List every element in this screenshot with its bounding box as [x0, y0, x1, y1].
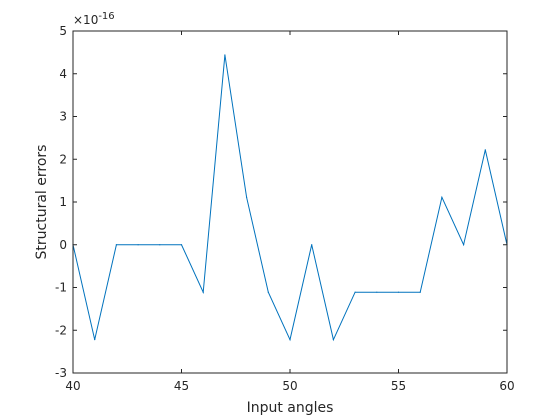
data-point [484, 149, 486, 151]
data-point [354, 291, 356, 293]
data-point [289, 339, 291, 341]
data-point [267, 291, 269, 293]
y-exponent-power: -16 [98, 11, 114, 22]
data-point [115, 244, 117, 246]
y-tick-label: 4 [59, 67, 67, 81]
data-point [202, 291, 204, 293]
y-tick-label: 5 [59, 24, 67, 38]
x-tick-label: 45 [174, 379, 189, 393]
y-tick-label: 3 [59, 110, 67, 124]
y-exponent-label: ×10-16 [73, 11, 115, 27]
y-tick-label: 2 [59, 152, 67, 166]
data-point [94, 339, 96, 341]
y-tick-label: -1 [55, 281, 67, 295]
data-point [332, 339, 334, 341]
data-point [397, 291, 400, 293]
x-axis-label: Input angles [247, 400, 334, 416]
data-point [246, 196, 248, 198]
data-point [311, 244, 313, 246]
data-point [224, 54, 226, 56]
plot-frame [72, 30, 508, 374]
plot-area [72, 54, 508, 342]
x-tick-label: 40 [65, 379, 80, 393]
data-point [463, 244, 465, 246]
data-point [137, 244, 139, 246]
data-point [419, 291, 421, 293]
x-tick-label: 50 [282, 379, 297, 393]
y-tick-label: -3 [55, 366, 67, 380]
y-tick-label: 1 [59, 195, 67, 209]
y-tick-label: 0 [59, 238, 67, 252]
data-point [159, 244, 161, 246]
y-axis-label: Structural errors [34, 145, 50, 260]
data-point [441, 196, 443, 198]
x-tick-label: 60 [499, 379, 514, 393]
y-tick-label: -2 [55, 323, 67, 337]
x-tick-label: 55 [391, 379, 406, 393]
data-point [180, 244, 183, 246]
y-exponent-base: ×10 [73, 13, 98, 27]
data-point [376, 291, 378, 293]
